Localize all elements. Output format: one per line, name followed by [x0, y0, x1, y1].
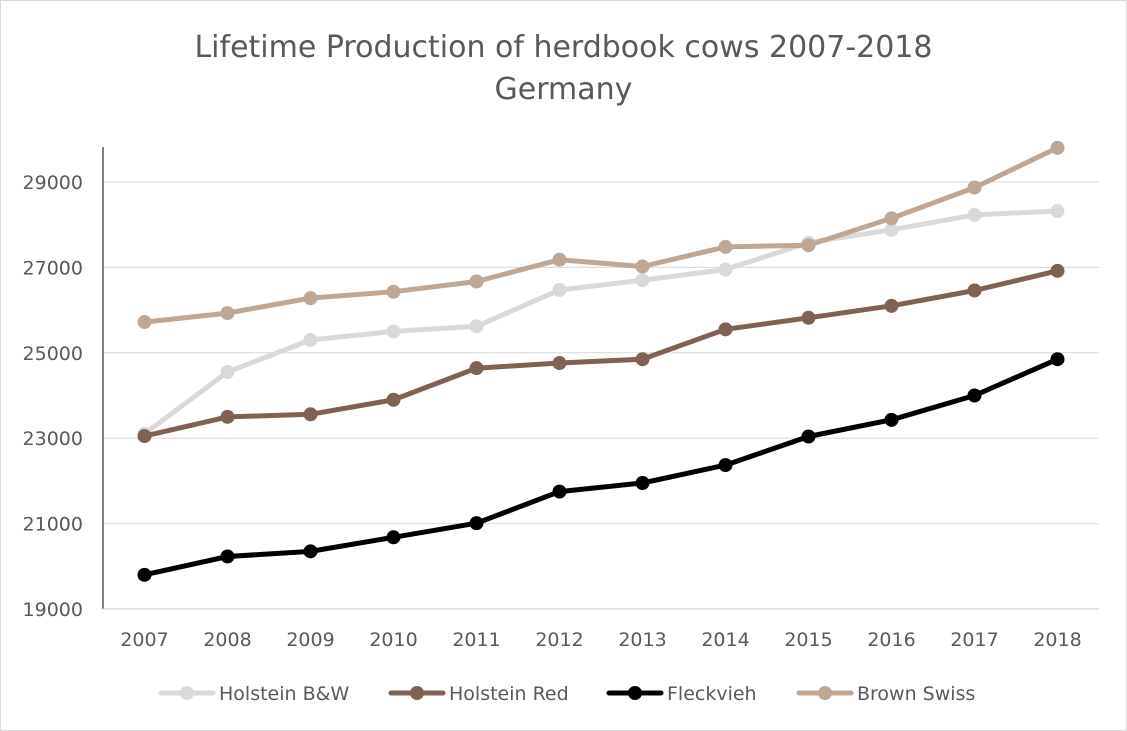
y-tick-label: 21000 [23, 514, 83, 536]
data-point [635, 476, 650, 491]
y-tick-label: 25000 [23, 343, 83, 365]
data-point [801, 429, 816, 444]
x-tick-label: 2007 [120, 629, 168, 651]
chart-title-block: Lifetime Production of herdbook cows 200… [1, 27, 1126, 111]
data-point [718, 239, 733, 254]
x-tick-label: 2008 [203, 629, 251, 651]
data-point [552, 252, 567, 267]
data-point [635, 352, 650, 367]
x-tick-label: 2015 [784, 629, 832, 651]
data-point [386, 392, 401, 407]
y-tick-label: 23000 [23, 428, 83, 450]
data-point [386, 324, 401, 339]
data-point [386, 284, 401, 299]
data-point [801, 238, 816, 253]
data-point [635, 273, 650, 288]
data-point [1050, 263, 1065, 278]
data-point [967, 207, 982, 222]
legend-swatch-marker [818, 686, 832, 700]
data-point [552, 356, 567, 371]
data-point [552, 484, 567, 499]
data-point [801, 310, 816, 325]
data-point [137, 567, 152, 582]
data-point [718, 322, 733, 337]
series-line [142, 268, 1060, 439]
series-line [142, 208, 1060, 437]
data-point [1050, 352, 1065, 367]
data-point [884, 222, 899, 237]
data-point [137, 315, 152, 330]
x-tick-label: 2016 [867, 629, 915, 651]
x-tick-label: 2009 [286, 629, 334, 651]
chart-title: Lifetime Production of herdbook cows 200… [194, 30, 933, 65]
data-point [220, 549, 235, 564]
legend-label: Fleckvieh [667, 683, 757, 705]
x-tick-label: 2018 [1033, 629, 1081, 651]
series-line [142, 145, 1060, 325]
data-point [469, 361, 484, 376]
x-tick-label: 2013 [618, 629, 666, 651]
x-tick-label: 2010 [369, 629, 417, 651]
data-point [884, 412, 899, 427]
data-point [220, 365, 235, 380]
y-tick-label: 29000 [23, 172, 83, 194]
data-point [635, 259, 650, 274]
data-point [303, 544, 318, 559]
data-point [884, 298, 899, 313]
legend-swatch-marker [180, 686, 194, 700]
data-point [220, 409, 235, 424]
series-line [142, 356, 1060, 578]
data-point [967, 283, 982, 298]
data-point [137, 429, 152, 444]
data-point [469, 319, 484, 334]
data-point [469, 274, 484, 289]
data-point [552, 283, 567, 298]
data-point [220, 306, 235, 321]
data-point [967, 180, 982, 195]
x-tick-label: 2011 [452, 629, 500, 651]
x-tick-label: 2017 [950, 629, 998, 651]
x-tick-label: 2012 [535, 629, 583, 651]
data-point [718, 458, 733, 473]
legend-label: Holstein B&W [219, 683, 349, 705]
data-point [386, 530, 401, 545]
y-tick-label: 19000 [23, 599, 83, 621]
y-tick-label: 27000 [23, 257, 83, 279]
data-point [303, 291, 318, 306]
chart-subtitle: Germany [494, 72, 633, 107]
legend-swatch-marker [410, 686, 424, 700]
data-point [469, 516, 484, 531]
legend-swatch-marker [628, 686, 642, 700]
x-tick-label: 2014 [701, 629, 749, 651]
legend-label: Holstein Red [449, 683, 569, 705]
legend-label: Brown Swiss [857, 683, 975, 705]
data-point [303, 332, 318, 347]
data-point [884, 211, 899, 226]
data-point [303, 407, 318, 422]
data-point [967, 388, 982, 403]
data-point [1050, 140, 1065, 155]
data-point [718, 262, 733, 277]
data-point [1050, 204, 1065, 219]
